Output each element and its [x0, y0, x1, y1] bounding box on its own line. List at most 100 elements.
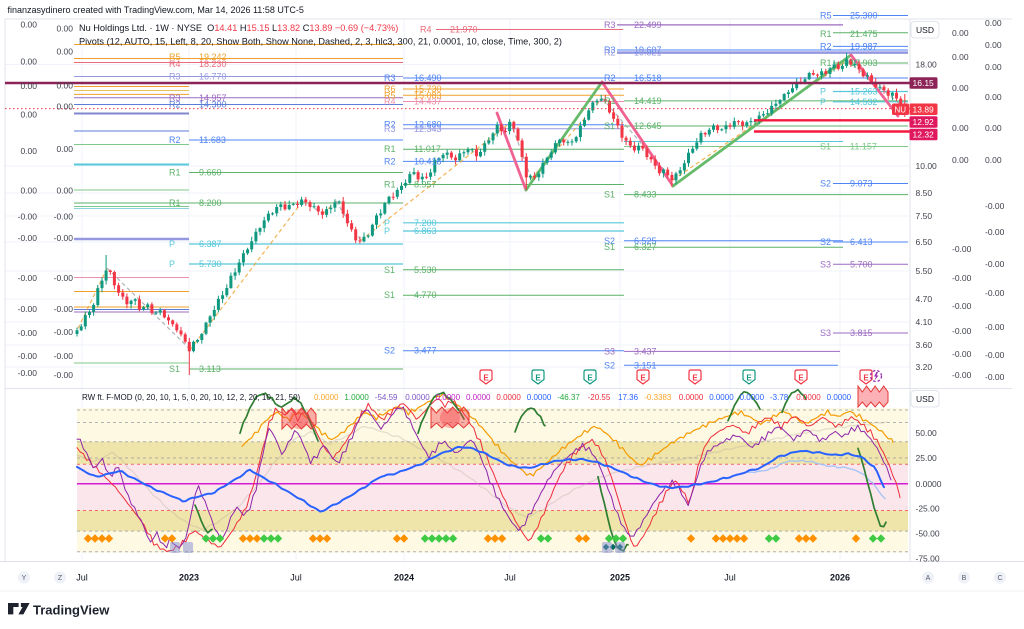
svg-text:-0.00: -0.00	[952, 326, 972, 336]
svg-text:-46.37: -46.37	[557, 393, 580, 402]
svg-text:R1: R1	[384, 144, 396, 154]
svg-text:-50.00: -50.00	[916, 529, 940, 539]
svg-text:0.0000: 0.0000	[466, 393, 491, 402]
svg-text:5.50: 5.50	[916, 266, 933, 276]
svg-text:S1: S1	[169, 364, 180, 374]
svg-text:2023: 2023	[179, 573, 199, 583]
svg-text:C: C	[997, 575, 1002, 582]
svg-text:0.00: 0.00	[985, 62, 1002, 72]
svg-text:0.00: 0.00	[20, 20, 37, 30]
svg-text:0.00: 0.00	[56, 24, 73, 34]
svg-text:-0.00: -0.00	[952, 244, 972, 254]
svg-text:finanzasydinero created with T: finanzasydinero created with TradingView…	[8, 5, 304, 15]
svg-text:19.242: 19.242	[199, 52, 227, 62]
svg-text:A: A	[926, 575, 931, 582]
svg-text:R3: R3	[604, 20, 616, 30]
svg-text:2026: 2026	[830, 573, 850, 583]
svg-text:R5: R5	[820, 11, 832, 21]
svg-text:0.0000: 0.0000	[405, 393, 430, 402]
svg-text:E: E	[692, 374, 698, 383]
svg-text:Jul: Jul	[504, 573, 516, 583]
svg-text:-0.00: -0.00	[18, 368, 38, 378]
svg-text:6.413: 6.413	[850, 237, 873, 247]
svg-text:0.00: 0.00	[985, 123, 1002, 133]
svg-text:-0.00: -0.00	[54, 351, 74, 361]
svg-text:R2: R2	[604, 48, 616, 58]
svg-text:P: P	[169, 259, 175, 269]
svg-text:R3: R3	[169, 93, 181, 103]
svg-text:R2: R2	[384, 120, 396, 130]
svg-text:R1: R1	[169, 168, 181, 178]
svg-text:21.475: 21.475	[850, 29, 878, 39]
svg-text:-0.00: -0.00	[18, 233, 38, 243]
svg-text:-0.00: -0.00	[952, 370, 972, 380]
svg-text:0.00: 0.00	[952, 52, 969, 62]
svg-text:0.00: 0.00	[985, 18, 1002, 28]
svg-text:3.437: 3.437	[634, 346, 657, 356]
svg-text:0.00: 0.00	[20, 186, 37, 196]
svg-text:E: E	[640, 374, 646, 383]
svg-text:7.200: 7.200	[414, 218, 437, 228]
svg-text:0.00: 0.00	[56, 144, 73, 154]
svg-text:B: B	[962, 575, 967, 582]
svg-text:14.437: 14.437	[414, 97, 442, 107]
svg-text:0.00: 0.00	[56, 47, 73, 57]
svg-text:-0.00: -0.00	[952, 273, 972, 283]
svg-text:11.017: 11.017	[414, 144, 441, 154]
svg-text:R1: R1	[384, 180, 396, 190]
svg-text:S3: S3	[820, 328, 831, 338]
svg-text:6.525: 6.525	[634, 236, 657, 246]
svg-text:-0.00: -0.00	[18, 351, 38, 361]
svg-text:USD: USD	[916, 394, 934, 404]
svg-text:16.15: 16.15	[913, 78, 935, 88]
svg-text:12.92: 12.92	[913, 117, 935, 127]
svg-text:6.387: 6.387	[199, 239, 222, 249]
svg-text:S3: S3	[820, 259, 831, 269]
svg-text:R4: R4	[384, 97, 396, 107]
svg-text:-54.59: -54.59	[375, 393, 398, 402]
svg-text:21.970: 21.970	[450, 25, 478, 35]
svg-text:S2: S2	[604, 236, 615, 246]
svg-text:0.0000: 0.0000	[436, 393, 461, 402]
svg-text:R1: R1	[169, 198, 181, 208]
svg-text:8.433: 8.433	[634, 190, 657, 200]
svg-text:14.957: 14.957	[199, 93, 227, 103]
svg-text:3.20: 3.20	[916, 362, 933, 372]
svg-text:Y: Y	[22, 575, 27, 582]
svg-text:E: E	[535, 374, 541, 383]
svg-text:5.700: 5.700	[850, 259, 873, 269]
svg-text:R5: R5	[384, 90, 396, 100]
svg-text:0.00: 0.00	[952, 123, 969, 133]
svg-text:10.00: 10.00	[916, 161, 938, 171]
svg-text:-0.00: -0.00	[54, 233, 74, 243]
svg-text:8.957: 8.957	[414, 180, 437, 190]
svg-text:E: E	[746, 374, 752, 383]
svg-text:USD: USD	[916, 25, 934, 35]
svg-text:R1: R1	[820, 29, 832, 39]
svg-text:R3: R3	[384, 124, 396, 134]
svg-text:19.987: 19.987	[850, 41, 878, 51]
svg-text:Jul: Jul	[290, 573, 302, 583]
svg-text:Jul: Jul	[76, 573, 88, 583]
svg-text:-25.00: -25.00	[916, 504, 940, 514]
svg-text:R1: R1	[604, 96, 616, 106]
svg-text:P: P	[820, 87, 826, 97]
svg-text:14.532: 14.532	[850, 97, 878, 107]
svg-text:E: E	[798, 374, 804, 383]
svg-text:3.477: 3.477	[414, 346, 437, 356]
svg-text:P: P	[384, 218, 390, 228]
svg-text:-0.00: -0.00	[985, 201, 1005, 211]
svg-text:0.00: 0.00	[952, 28, 969, 38]
svg-text:0.00: 0.00	[985, 40, 1002, 50]
svg-text:S1: S1	[384, 290, 395, 300]
svg-text:0.00: 0.00	[20, 57, 37, 67]
svg-text:-0.00: -0.00	[18, 304, 38, 314]
svg-text:S2: S2	[820, 237, 831, 247]
svg-text:-0.3383: -0.3383	[644, 393, 672, 402]
svg-text:0.0000: 0.0000	[709, 393, 734, 402]
svg-text:0.00: 0.00	[985, 155, 1002, 165]
svg-text:0.00: 0.00	[20, 109, 37, 119]
svg-text:12.680: 12.680	[414, 120, 442, 130]
svg-text:E: E	[587, 374, 593, 383]
svg-text:0.00: 0.00	[952, 155, 969, 165]
